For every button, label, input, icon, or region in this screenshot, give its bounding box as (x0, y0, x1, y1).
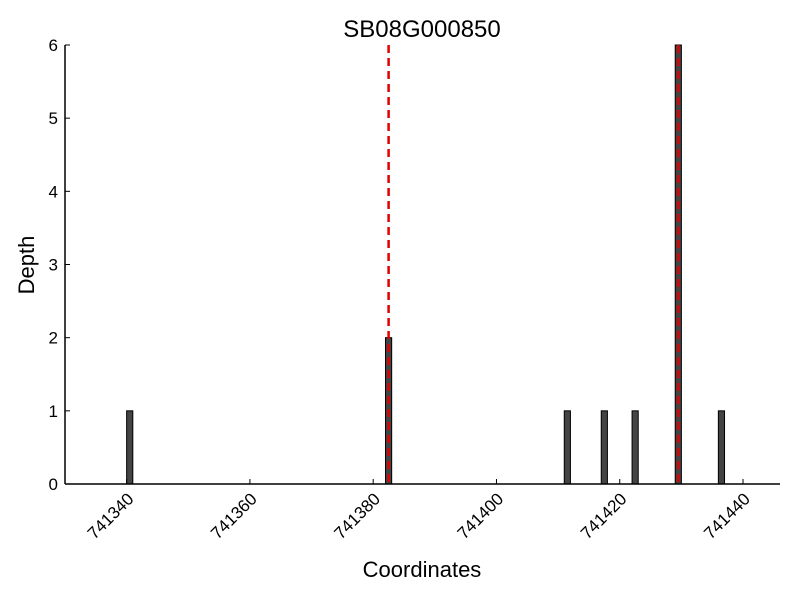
x-tick-label: 741420 (577, 489, 631, 543)
bar (631, 410, 639, 485)
x-tick-label: 741440 (700, 489, 754, 543)
y-tick-label: 6 (49, 36, 58, 55)
bar (126, 410, 134, 485)
x-tick-label: 741360 (207, 489, 261, 543)
y-tick-label: 4 (49, 182, 58, 201)
x-tick-label: 741380 (330, 489, 384, 543)
bar (600, 410, 608, 485)
y-tick-label: 1 (49, 402, 58, 421)
y-tick-label: 5 (49, 109, 58, 128)
x-tick-label: 741400 (454, 489, 508, 543)
x-axis-label: Coordinates (363, 557, 482, 582)
y-axis-label: Depth (14, 236, 39, 295)
y-tick-label: 3 (49, 256, 58, 275)
bar (717, 410, 726, 485)
bar (563, 410, 571, 485)
y-tick-label: 2 (49, 329, 58, 348)
chart-title: SB08G000850 (343, 16, 500, 43)
x-tick-label: 741340 (84, 489, 138, 543)
y-tick-label: 0 (49, 475, 58, 494)
